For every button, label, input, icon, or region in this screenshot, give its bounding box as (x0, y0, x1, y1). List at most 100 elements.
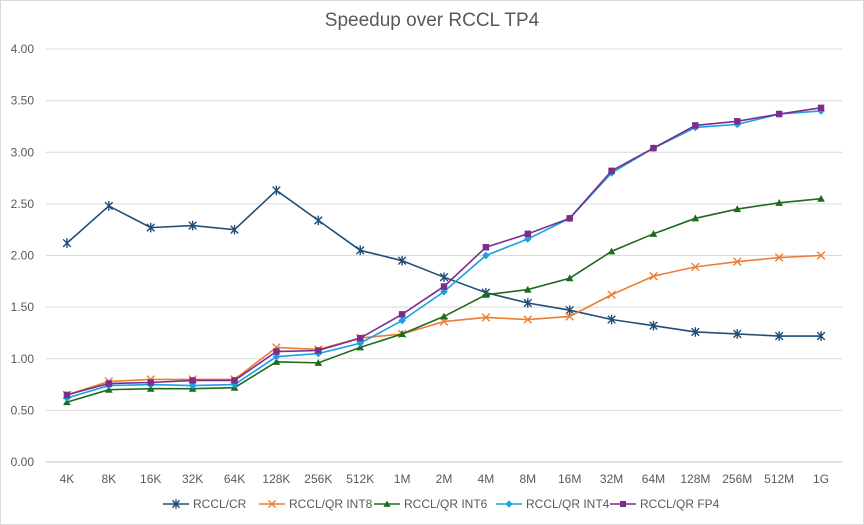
data-point (775, 199, 783, 206)
data-point (650, 144, 657, 152)
chart-legend: RCCL/CR RCCL/QR INT8 RCCL/QR INT6 RCCL/QR I… (0, 494, 864, 514)
x-tick-label: 32K (182, 472, 203, 486)
x-tick-label: 16K (140, 472, 161, 486)
legend-swatch (163, 499, 189, 509)
series-rccl-qr-fp4 (63, 104, 825, 399)
x-tick-label: 4M (478, 472, 495, 486)
data-point (691, 214, 700, 222)
data-point (62, 238, 72, 248)
x-tick-label: 128K (262, 472, 290, 486)
data-point (440, 283, 448, 290)
data-point (733, 205, 742, 213)
data-point (565, 305, 574, 316)
x-tick-label: 4K (60, 472, 75, 486)
data-point (523, 298, 533, 308)
legend-item: RCCL/QR INT6 (374, 494, 487, 514)
x-tick-label: 64M (642, 472, 665, 486)
data-point (105, 380, 113, 387)
data-point (439, 272, 449, 282)
data-point (649, 320, 658, 331)
data-point (774, 253, 784, 262)
x-tick-label: 16M (558, 472, 581, 486)
data-point (817, 104, 825, 112)
data-point (314, 215, 323, 226)
series-lines (62, 104, 826, 406)
data-point (816, 331, 826, 341)
data-point (267, 499, 277, 509)
data-point (440, 312, 448, 320)
x-tick-label: 8K (101, 472, 116, 486)
legend-item: RCCL/QR INT8 (259, 494, 372, 514)
data-point (505, 500, 513, 508)
y-axis-ticks: 0.00 0.50 1.00 1.50 2.00 2.50 3.00 3.50 4.00 (11, 42, 35, 469)
series-line (66, 110, 822, 399)
data-point (398, 311, 406, 318)
data-point (649, 230, 658, 237)
data-point (63, 391, 71, 399)
data-point (397, 255, 407, 266)
x-tick-label: 1M (394, 472, 411, 486)
series-line (66, 197, 822, 403)
data-point (775, 110, 783, 118)
y-tick-label: 3.50 (11, 94, 35, 108)
x-tick-label: 512M (764, 472, 794, 486)
data-point (146, 222, 156, 233)
legend-label: RCCL/QR INT6 (404, 497, 488, 511)
data-point (691, 327, 700, 337)
data-point (607, 290, 616, 300)
y-tick-label: 2.00 (11, 249, 35, 263)
data-point (147, 379, 154, 386)
data-point (398, 330, 406, 338)
data-point (565, 274, 574, 282)
data-point (608, 167, 615, 175)
data-point (481, 313, 491, 322)
y-tick-label: 4.00 (11, 42, 35, 56)
x-tick-label: 128M (680, 472, 710, 486)
data-point (231, 377, 238, 384)
x-tick-label: 256K (304, 472, 332, 486)
x-tick-label: 64K (224, 472, 245, 486)
data-point (692, 122, 699, 129)
data-point (314, 359, 323, 366)
chart-title: Speedup over RCCL TP4 (324, 10, 540, 31)
legend-item: RCCL/CR (163, 494, 246, 514)
y-tick-label: 1.00 (11, 352, 35, 366)
data-point (104, 201, 114, 211)
legend-swatch (496, 500, 522, 508)
x-tick-label: 256M (722, 472, 752, 486)
data-point (189, 377, 196, 384)
data-point (273, 348, 280, 355)
data-point (817, 194, 825, 202)
series-line (66, 107, 822, 396)
data-point (482, 244, 490, 251)
data-point (383, 500, 391, 507)
data-point (774, 331, 784, 341)
data-point (523, 235, 532, 243)
data-point (734, 118, 741, 125)
data-point (732, 257, 742, 266)
legend-label: RCCL/QR INT8 (289, 497, 373, 511)
legend-swatch (610, 500, 636, 508)
legend-swatch (374, 500, 400, 507)
legend-item: RCCL/QR FP4 (610, 494, 719, 514)
data-point (171, 499, 181, 509)
data-point (356, 334, 364, 342)
data-point (188, 220, 197, 231)
data-point (523, 315, 533, 324)
x-tick-label: 8M (519, 472, 536, 486)
data-point (272, 358, 281, 365)
legend-swatch (259, 499, 285, 509)
data-point (691, 262, 700, 272)
data-point (272, 185, 281, 196)
y-tick-label: 2.50 (11, 197, 35, 211)
legend-item: RCCL/QR INT4 (496, 494, 609, 514)
data-point (315, 347, 322, 354)
data-point (619, 500, 627, 508)
data-point (524, 230, 532, 238)
data-point (523, 285, 532, 293)
legend-label: RCCL/CR (193, 497, 247, 511)
x-tick-label: 2M (436, 472, 453, 486)
data-point (816, 251, 826, 260)
data-point (272, 352, 281, 361)
y-tick-label: 1.50 (11, 300, 35, 314)
